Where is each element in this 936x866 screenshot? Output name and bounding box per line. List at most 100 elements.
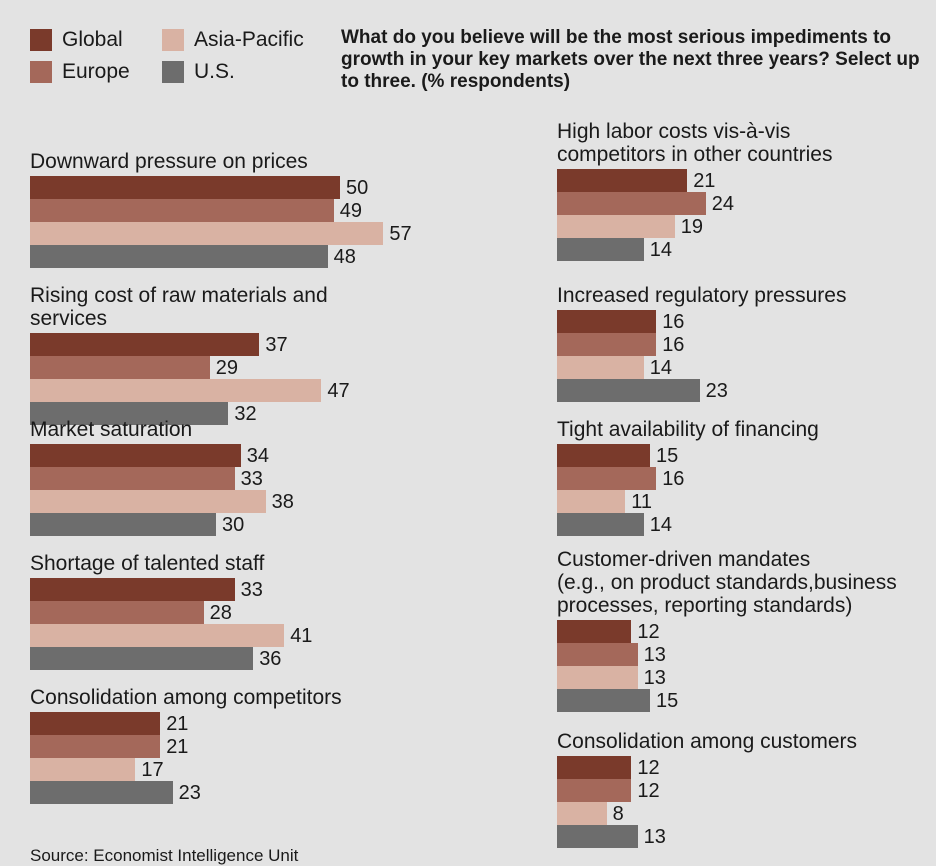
bar-row: 29 (30, 356, 410, 379)
bar-row: 14 (557, 238, 936, 261)
bar-value-label: 28 (209, 602, 232, 624)
bar-row: 15 (557, 444, 936, 467)
group-label: Consolidation among customers (557, 730, 857, 753)
group-label: Downward pressure on prices (30, 150, 308, 173)
bar-row: 14 (557, 356, 936, 379)
legend-swatch-asia-pacific (162, 29, 184, 51)
bar-value-label: 29 (215, 357, 239, 379)
bar-row: 12 (557, 620, 936, 643)
group-label: Consolidation among competitors (30, 686, 342, 709)
bar-group: Market saturation 34 33 38 30 (30, 418, 410, 536)
bar-row: 33 (30, 578, 410, 601)
chart-title: What do you believe will be the most ser… (341, 27, 920, 92)
source-note: Source: Economist Intelligence Unit (30, 846, 299, 865)
bar-value-label: 21 (693, 170, 716, 192)
group-label: Customer-driven mandates (e.g., on produ… (557, 548, 897, 617)
bar (30, 402, 229, 425)
bar (30, 467, 235, 490)
bar-value-label: 48 (333, 246, 356, 268)
bar-value-label: 19 (680, 216, 704, 238)
bar (557, 825, 638, 848)
group-label: High labor costs vis-à-vis competitors i… (557, 120, 833, 166)
bar (557, 356, 644, 379)
group-label: Market saturation (30, 418, 193, 441)
legend-swatch-us (162, 61, 184, 83)
bar (557, 192, 706, 215)
legend-item-us: U.S. (162, 58, 235, 86)
bar-row: 17 (30, 758, 410, 781)
bar-row: 16 (557, 310, 936, 333)
bar-row: 13 (557, 643, 936, 666)
bar-row: 21 (557, 169, 936, 192)
bar-row: 34 (30, 444, 410, 467)
bar-value-label: 37 (265, 334, 288, 356)
bar (30, 176, 340, 199)
bar (557, 215, 675, 238)
bar-group: High labor costs vis-à-vis competitors i… (557, 120, 936, 261)
group-label: Shortage of talented staff (30, 552, 265, 575)
bar-group: Increased regulatory pressures 16 16 14 23 (557, 284, 936, 402)
bar-value-label: 12 (637, 780, 660, 802)
bar (557, 666, 638, 689)
bar (557, 467, 657, 490)
bar (30, 356, 210, 379)
bar (30, 245, 328, 268)
bar-value-label: 15 (656, 690, 679, 712)
bar-value-label: 21 (166, 713, 189, 735)
bar (30, 222, 384, 245)
bar-row: 12 (557, 779, 936, 802)
bar-value-label: 33 (240, 468, 263, 490)
bar (30, 601, 204, 624)
bar (30, 333, 260, 356)
bar-value-label: 30 (222, 514, 245, 536)
bar-value-label: 49 (339, 200, 363, 222)
bar-group: Shortage of talented staff 33 28 41 36 (30, 552, 410, 670)
bar-value-label: 38 (271, 491, 294, 513)
legend-label-us: U.S. (194, 60, 235, 83)
bar (30, 379, 322, 402)
bar (557, 802, 607, 825)
bar-row: 33 (30, 467, 410, 490)
bar-value-label: 36 (259, 648, 282, 670)
bar-row: 50 (30, 176, 410, 199)
bar (557, 333, 657, 356)
bar-value-label: 32 (234, 403, 257, 425)
bar-value-label: 17 (141, 759, 164, 781)
bar-group: Rising cost of raw materials and service… (30, 284, 410, 425)
bar (30, 758, 136, 781)
legend-label-global: Global (62, 28, 123, 51)
bar (557, 444, 650, 467)
bar-value-label: 50 (346, 177, 369, 199)
bar-row: 16 (557, 333, 936, 356)
bar-value-label: 23 (705, 380, 728, 402)
bar-group: Tight availability of financing 15 16 11 14 (557, 418, 936, 536)
bar-row: 49 (30, 199, 410, 222)
bar-value-label: 57 (389, 223, 412, 245)
bar-row: 15 (557, 689, 936, 712)
bar-row: 21 (30, 712, 410, 735)
bar (557, 310, 657, 333)
bar-value-label: 12 (637, 621, 660, 643)
bar-value-label: 33 (240, 579, 263, 601)
legend-label-europe: Europe (62, 60, 130, 83)
bar-row: 38 (30, 490, 410, 513)
bar-value-label: 15 (656, 445, 679, 467)
bar (30, 490, 266, 513)
bar-value-label: 41 (290, 625, 313, 647)
bar-value-label: 14 (649, 357, 673, 379)
bar-row: 14 (557, 513, 936, 536)
bar (557, 238, 644, 261)
bar (30, 781, 173, 804)
bar-row: 13 (557, 825, 936, 848)
legend-item-europe: Europe (30, 58, 130, 86)
bar-value-label: 11 (631, 491, 652, 513)
bar-row: 12 (557, 756, 936, 779)
bar-value-label: 16 (662, 311, 685, 333)
bar-row: 11 (557, 490, 936, 513)
bar-group: Consolidation among competitors 21 21 17 23 (30, 686, 410, 804)
legend-item-global: Global (30, 26, 123, 54)
bar (557, 643, 638, 666)
bar-row: 8 (557, 802, 936, 825)
bar-group: Customer-driven mandates (e.g., on produ… (557, 548, 936, 712)
bar-group: Downward pressure on prices 50 49 57 48 (30, 150, 412, 268)
